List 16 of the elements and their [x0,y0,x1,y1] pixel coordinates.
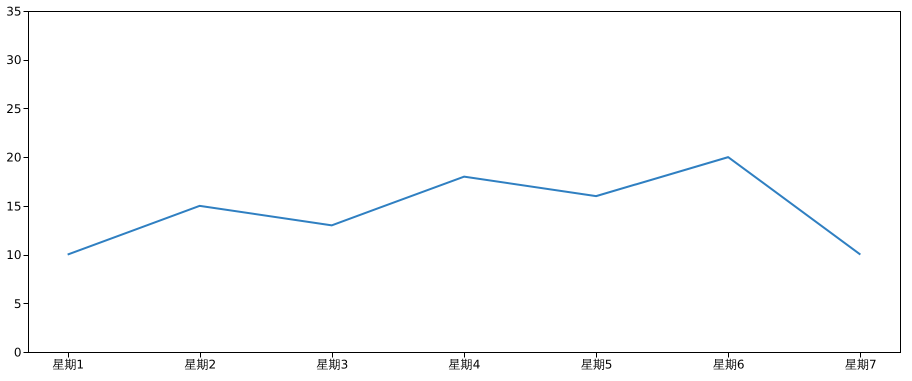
x-tick-label: 星期5 [580,358,612,372]
x-tick-label: 星期7 [845,358,877,372]
x-tick-label: 星期2 [184,358,216,372]
line-series [66,156,862,256]
y-tick-label: 25 [6,102,22,116]
x-tick-label: 星期4 [448,358,480,372]
y-tick-label: 35 [6,4,22,18]
x-tick-label: 星期1 [52,358,84,372]
y-tick-label: 10 [6,248,22,262]
y-tick-label: 0 [14,346,22,360]
y-tick-label: 5 [14,296,22,311]
y-tick-label: 30 [6,53,22,68]
y-tick-label: 20 [6,150,22,165]
x-tick-label: 星期3 [316,358,348,372]
y-tick-label: 15 [6,199,22,214]
x-tick-label: 星期6 [712,358,745,372]
